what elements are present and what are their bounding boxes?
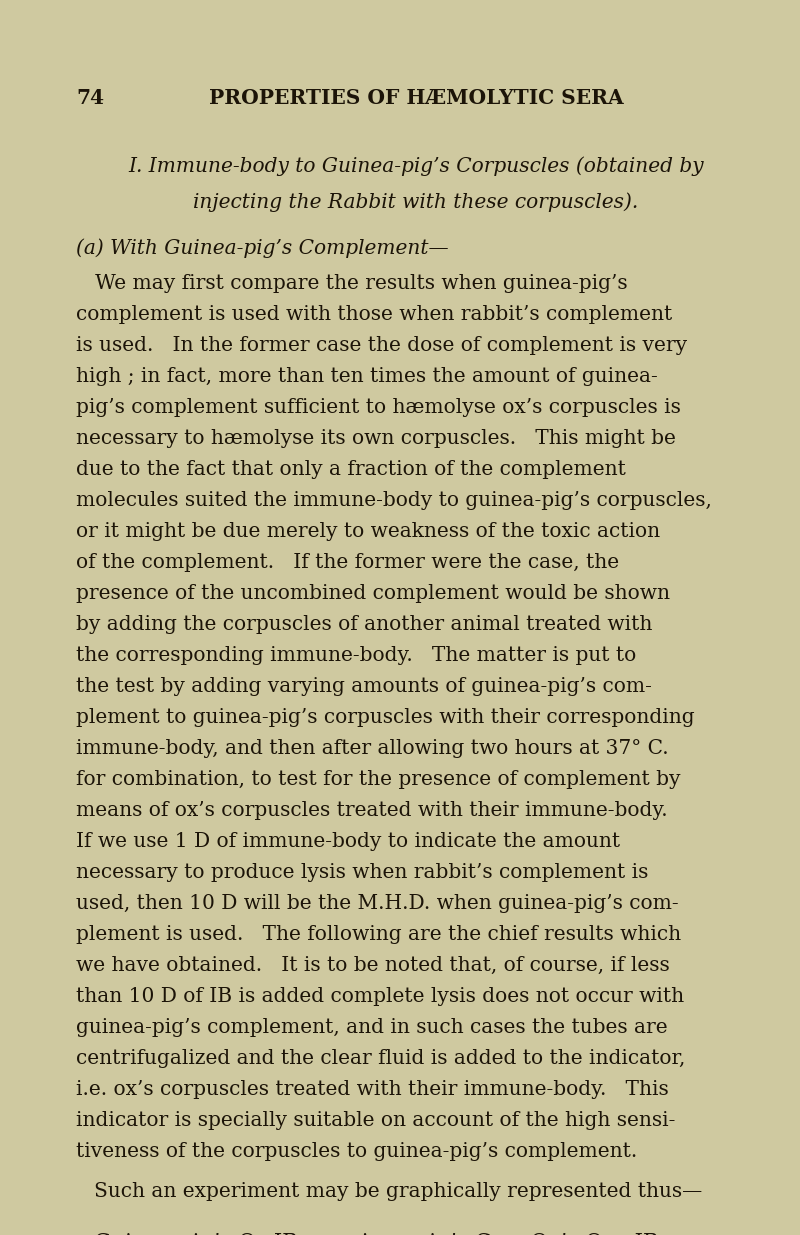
- Text: of the complement.   If the former were the case, the: of the complement. If the former were th…: [76, 553, 619, 572]
- Text: I. Immune-body to Guinea-pig’s Corpuscles (obtained by: I. Immune-body to Guinea-pig’s Corpuscle…: [128, 156, 704, 175]
- Text: Guinea-pig’s O +: Guinea-pig’s O +: [94, 1231, 288, 1235]
- Text: necessary to produce lysis when rabbit’s complement is: necessary to produce lysis when rabbit’s…: [76, 863, 648, 882]
- Text: immune-body, and then after allowing two hours at 37° C.: immune-body, and then after allowing two…: [76, 739, 669, 758]
- Text: If we use 1 D of immune-body to indicate the amount: If we use 1 D of immune-body to indicate…: [76, 832, 620, 851]
- Text: molecules suited the immune-body to guinea-pig’s corpuscles,: molecules suited the immune-body to guin…: [76, 492, 712, 510]
- Text: tiveness of the corpuscles to guinea-pig’s complement.: tiveness of the corpuscles to guinea-pig…: [76, 1142, 638, 1161]
- Text: IB +: IB +: [267, 1231, 330, 1235]
- Text: PROPERTIES OF HÆMOLYTIC SERA: PROPERTIES OF HÆMOLYTIC SERA: [209, 88, 623, 107]
- Text: by adding the corpuscles of another animal treated with: by adding the corpuscles of another anim…: [76, 615, 652, 634]
- Text: guinea-pig’s C: + Ox’s O + IB: guinea-pig’s C: + Ox’s O + IB: [334, 1231, 659, 1235]
- Text: x: x: [325, 1231, 337, 1235]
- Text: high ; in fact, more than ten times the amount of guinea-: high ; in fact, more than ten times the …: [76, 367, 658, 387]
- Text: than 10 D of IB is added complete lysis does not occur with: than 10 D of IB is added complete lysis …: [76, 987, 684, 1007]
- Text: plement is used.   The following are the chief results which: plement is used. The following are the c…: [76, 925, 681, 944]
- Text: the test by adding varying amounts of guinea-pig’s com-: the test by adding varying amounts of gu…: [76, 677, 652, 697]
- Text: is used.   In the former case the dose of complement is very: is used. In the former case the dose of …: [76, 336, 687, 354]
- Text: We may first compare the results when guinea-pig’s: We may first compare the results when gu…: [76, 274, 628, 293]
- Text: Such an experiment may be graphically represented thus—: Such an experiment may be graphically re…: [94, 1182, 702, 1202]
- Text: centrifugalized and the clear fluid is added to the indicator,: centrifugalized and the clear fluid is a…: [76, 1049, 686, 1068]
- Text: necessary to hæmolyse its own corpuscles.   This might be: necessary to hæmolyse its own corpuscles…: [76, 429, 676, 448]
- Text: used, then 10 D will be the M.H.D. when guinea-pig’s com-: used, then 10 D will be the M.H.D. when …: [76, 894, 678, 913]
- Text: the corresponding immune-body.   The matter is put to: the corresponding immune-body. The matte…: [76, 646, 636, 664]
- Text: n: n: [258, 1231, 271, 1235]
- Text: guinea-pig’s complement, and in such cases the tubes are: guinea-pig’s complement, and in such cas…: [76, 1018, 668, 1037]
- Text: complement is used with those when rabbit’s complement: complement is used with those when rabbi…: [76, 305, 672, 324]
- Text: plement to guinea-pig’s corpuscles with their corresponding: plement to guinea-pig’s corpuscles with …: [76, 708, 694, 727]
- Text: pig’s complement sufficient to hæmolyse ox’s corpuscles is: pig’s complement sufficient to hæmolyse …: [76, 398, 681, 417]
- Text: injecting the Rabbit with these corpuscles).: injecting the Rabbit with these corpuscl…: [194, 191, 638, 211]
- Text: we have obtained.   It is to be noted that, of course, if less: we have obtained. It is to be noted that…: [76, 956, 670, 974]
- Text: or it might be due merely to weakness of the toxic action: or it might be due merely to weakness of…: [76, 522, 660, 541]
- Text: i.e. ox’s corpuscles treated with their immune-body.   This: i.e. ox’s corpuscles treated with their …: [76, 1079, 669, 1099]
- Text: for combination, to test for the presence of complement by: for combination, to test for the presenc…: [76, 769, 681, 789]
- Text: presence of the uncombined complement would be shown: presence of the uncombined complement wo…: [76, 584, 670, 603]
- Text: (a) With Guinea-pig’s Complement—: (a) With Guinea-pig’s Complement—: [76, 238, 449, 258]
- Text: indicator is specially suitable on account of the high sensi-: indicator is specially suitable on accou…: [76, 1112, 675, 1130]
- Text: means of ox’s corpuscles treated with their immune-body.: means of ox’s corpuscles treated with th…: [76, 802, 668, 820]
- Text: 74: 74: [76, 88, 104, 107]
- Text: due to the fact that only a fraction of the complement: due to the fact that only a fraction of …: [76, 459, 626, 479]
